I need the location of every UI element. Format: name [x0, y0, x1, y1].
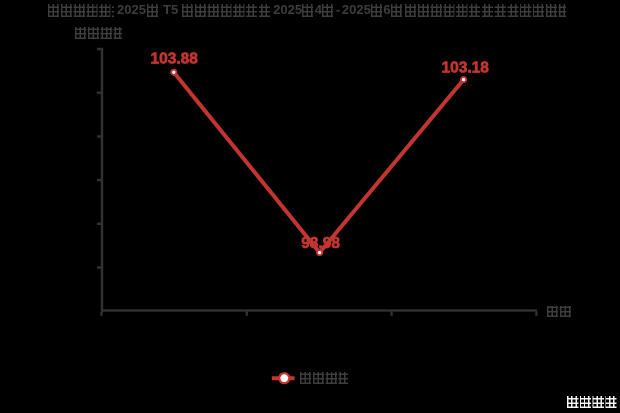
svg-text:103.18: 103.18: [441, 60, 489, 77]
svg-text:98.98: 98.98: [301, 235, 340, 252]
svg-text:103.88: 103.88: [150, 50, 198, 67]
